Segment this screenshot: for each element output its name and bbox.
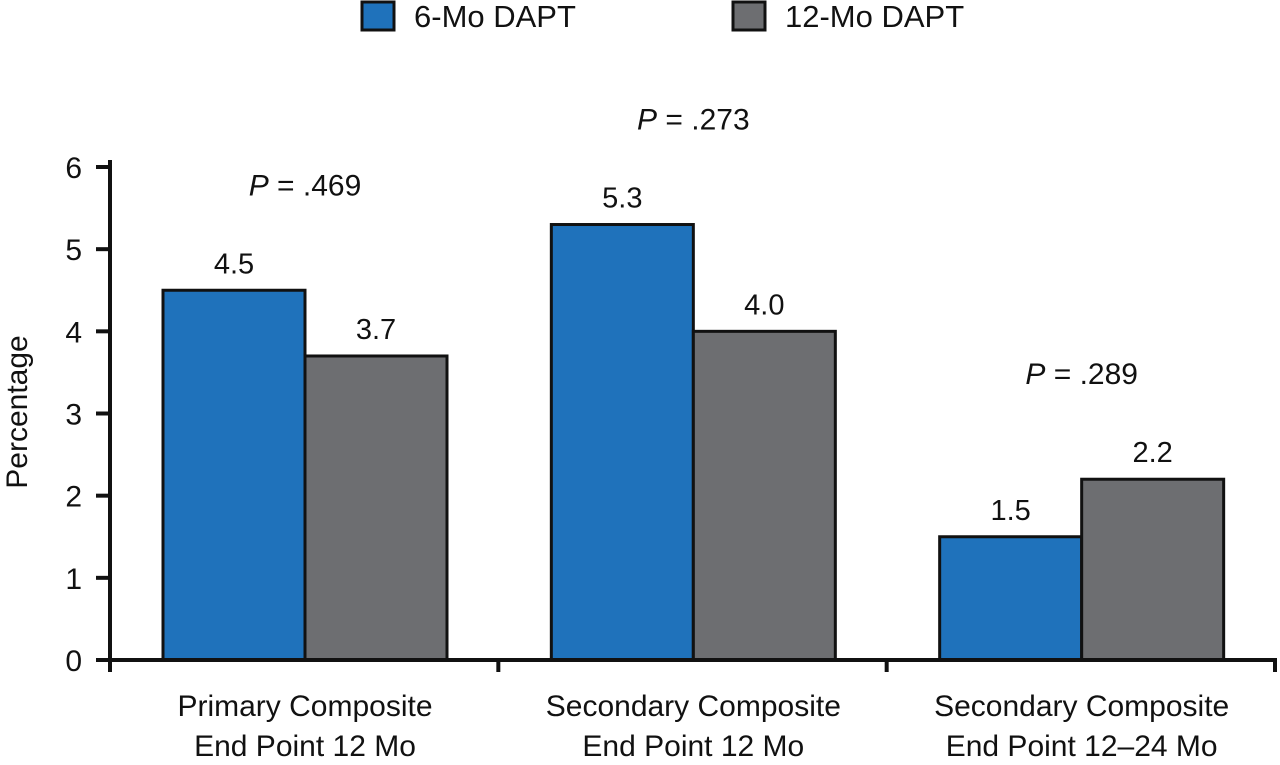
legend-label-2: 12-Mo DAPT [785,0,964,34]
y-tick-label-4: 4 [65,316,82,349]
bar-1-2 [549,223,695,662]
p-value-annotation-3: P = .289 [1025,358,1138,391]
data-label-2-2: 4.0 [744,289,784,321]
p-value-annotation-1: P = .469 [249,169,362,202]
bar-1-3 [938,535,1084,662]
data-label-2-1: 3.7 [356,314,396,346]
category-label-2-1: Secondary Composite [546,690,841,723]
y-tick-label-0: 0 [65,645,82,678]
data-label-1-3: 1.5 [991,495,1031,527]
bar-2-2 [691,329,837,662]
data-label-2-3: 2.2 [1133,437,1173,469]
legend-label-1: 6-Mo DAPT [414,0,576,34]
bar-2-3 [1080,477,1226,662]
legend-swatch-2 [731,0,767,32]
y-tick-label-2: 2 [65,481,82,514]
y-tick-label-5: 5 [65,234,82,267]
bar-1-1 [161,288,307,662]
category-label-3-1: Secondary Composite [934,690,1229,723]
data-label-1-1: 4.5 [214,248,254,280]
data-label-1-2: 5.3 [602,183,642,215]
legend-swatch-1 [360,0,396,32]
y-tick-label-1: 1 [65,563,82,596]
category-label-2-2: End Point 12 Mo [582,730,804,763]
y-tick-label-6: 6 [65,152,82,185]
category-label-1-2: End Point 12 Mo [194,730,416,763]
category-label-3-2: End Point 12–24 Mo [946,730,1218,763]
y-axis-title: Percentage [1,335,34,488]
bar-2-1 [303,354,449,662]
p-value-annotation-2: P = .273 [637,104,750,137]
category-label-1-1: Primary Composite [177,690,432,723]
y-tick-label-3: 3 [65,399,82,432]
